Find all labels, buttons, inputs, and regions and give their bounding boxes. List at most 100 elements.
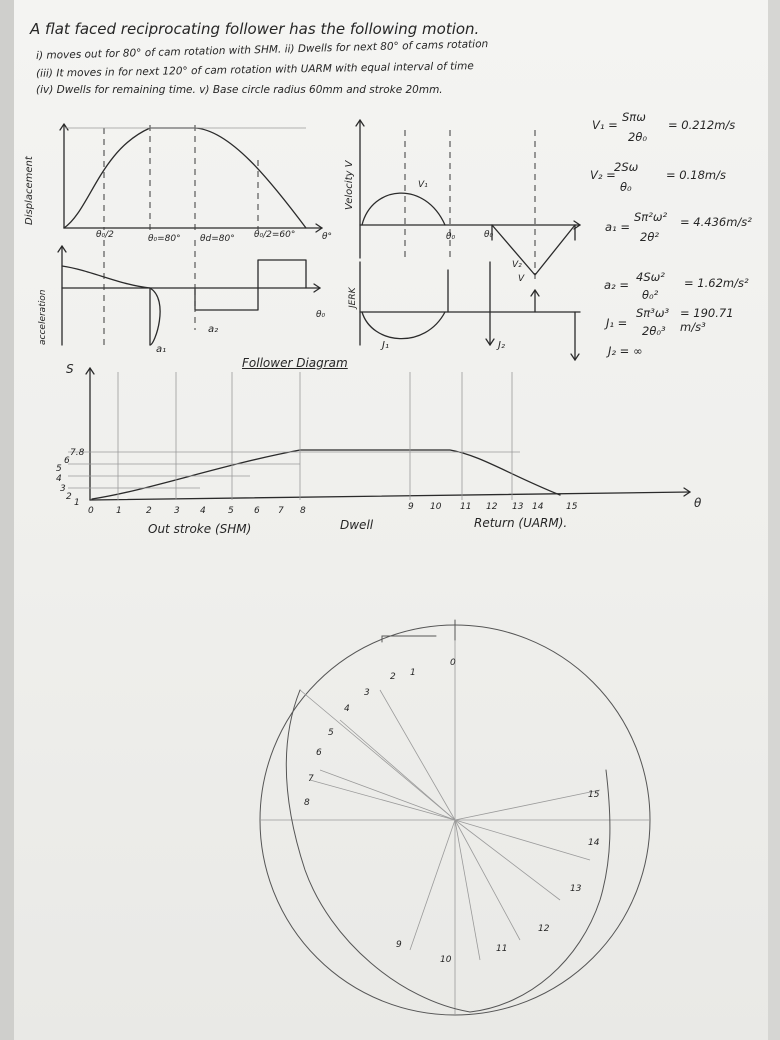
fd-s-label: S [66,362,74,376]
vel-label-v1: V₁ [418,180,428,190]
eq-a1-rhs: = 4.436m/s² [680,215,752,229]
velocity-graph [355,119,581,280]
eq-a2-num: 4Sω² [636,270,665,284]
fd-y-tick: 5 [56,464,62,474]
vel-label-theta1: θ₀ [446,232,456,242]
disp-ylabel: Displacement [24,156,35,225]
fd-y-tick: 2 [66,492,72,502]
fd-segment-outstroke: Out stroke (SHM) [148,522,252,536]
eq-a1-den: 2θ² [640,230,659,244]
cam-label: 9 [396,940,402,950]
fd-x-tick: 11 [460,502,472,512]
fd-curve [91,449,561,500]
fd-x-tick: 4 [200,506,206,516]
fd-segment-dwell: Dwell [340,518,374,532]
eq-v1-num: Sπω [622,110,646,124]
vel-label-v: V [518,274,525,284]
vel-label-theta2: θ₀ [484,230,494,240]
fd-x-tick: 5 [228,506,234,516]
eq-v2-lhs: V₂ = [590,168,616,182]
eq-j1-lhs: J₁ = [606,316,628,330]
vel-label-v2: V₂ [512,260,522,270]
cam-label: 15 [588,790,600,800]
eq-v1-rhs: = 0.212m/s [668,118,736,132]
cam-label: 7 [308,774,314,784]
acc-return-pos [257,259,307,289]
acc-return-neg [194,287,259,311]
fd-segment-return: Return (UARM). [474,516,568,530]
disp-tick-5: θ° [322,232,333,242]
jerk-curve [361,311,446,340]
disp-curve [63,127,307,229]
disp-tick-3: θd=80° [200,234,235,244]
acc-curve-outstroke [61,265,161,346]
eq-v2-den: θ₀ [620,180,632,194]
eq-a1-lhs: a₁ = [605,220,630,234]
eq-j1-rhs: = 190.71 m/s³ [680,306,734,334]
eq-j1-den: 2θ₀³ [642,324,666,338]
eq-v1-den: 2θ₀ [628,130,647,144]
cam-label: 2 [390,672,396,682]
fd-y-tick: 6 [64,456,70,466]
fd-x-tick: 12 [486,502,498,512]
cam-label: 0 [450,658,456,668]
fd-x-tick: 1 [116,506,122,516]
fd-x-tick: 6 [254,506,260,516]
vel-ylabel: Velocity V [344,160,355,210]
disp-tick-2: θ₀=80° [148,234,181,244]
cam-profile [259,619,651,1016]
sheet-left-margin [0,0,14,1040]
eq-j2: J₂ = ∞ [608,344,643,358]
eq-v1-lhs: V₁ = [592,118,618,132]
fd-x-tick: 13 [512,502,524,512]
cam-label: 5 [328,728,334,738]
sheet-right-margin [768,0,780,1040]
cam-label: 1 [410,668,416,678]
follower-diagram [68,367,691,501]
fd-x-tick: 0 [88,506,94,516]
fd-x-tick: 3 [174,506,180,516]
fd-x-tick: 14 [532,502,544,512]
disp-tick-4: θ₀/2=60° [254,230,296,240]
cam-label: 14 [588,838,600,848]
fd-x-tick: 15 [566,502,578,512]
fd-y-tick: 4 [56,474,62,484]
disp-tick-1: θ₀/2 [96,230,114,240]
eq-a2-den: θ₀² [642,288,659,302]
eq-j1-num: Sπ³ω³ [636,306,670,320]
problem-line-3: (iv) Dwells for remaining time. v) Base … [36,84,443,96]
fd-x-tick: 10 [430,502,442,512]
eq-a2-rhs: = 1.62m/s² [684,276,749,290]
cam-label: 13 [570,884,582,894]
cam-label: 10 [440,955,452,965]
fd-y-tick: 7.8 [70,448,85,458]
fd-x-tick: 8 [300,506,306,516]
fd-y-tick: 1 [74,498,80,508]
acc-label-theta: θ₀ [316,310,326,320]
eq-a1-num: Sπ²ω² [634,210,668,224]
jerk-graph [359,261,581,361]
fd-x-tick: 9 [408,502,414,512]
vel-curve-outstroke [361,192,446,226]
acc-label-a2: a₂ [208,324,219,335]
fd-x-tick: 7 [278,506,284,516]
problem-title: A flat faced reciprocating follower has … [30,20,480,38]
acceleration-graph [57,240,321,350]
cam-label: 6 [316,748,322,758]
fd-theta-label: θ [694,496,702,510]
fd-theta-axis [89,491,691,501]
jerk-label-j1: J₁ [382,340,389,351]
jerk-label-j2: J₂ [498,340,505,351]
displacement-graph [59,123,323,233]
fd-x-tick: 2 [146,506,152,516]
fd-y-tick: 3 [60,484,66,494]
jerk-ylabel: JERK [348,287,358,309]
acc-ylabel: acceleration [38,289,48,345]
cam-label: 12 [538,924,550,934]
eq-v2-num: 2Sω [614,160,639,174]
cam-label: 3 [364,688,370,698]
cam-label: 8 [304,798,310,808]
cam-label: 4 [344,704,350,714]
